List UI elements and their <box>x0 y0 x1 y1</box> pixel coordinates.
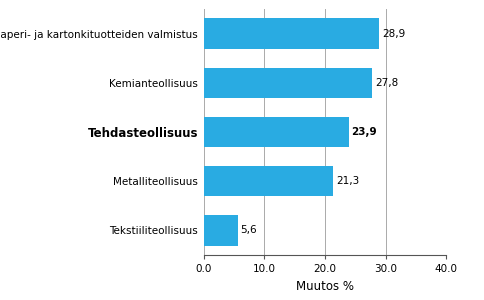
Text: 27,8: 27,8 <box>375 78 398 88</box>
X-axis label: Muutos %: Muutos % <box>295 280 353 292</box>
Text: 5,6: 5,6 <box>240 225 257 236</box>
Bar <box>203 215 237 246</box>
Text: 21,3: 21,3 <box>335 176 358 186</box>
Text: 23,9: 23,9 <box>351 127 377 137</box>
Bar <box>203 18 378 49</box>
Bar <box>203 68 372 98</box>
Text: 28,9: 28,9 <box>381 28 404 39</box>
Bar <box>203 117 348 147</box>
Bar <box>203 166 332 196</box>
